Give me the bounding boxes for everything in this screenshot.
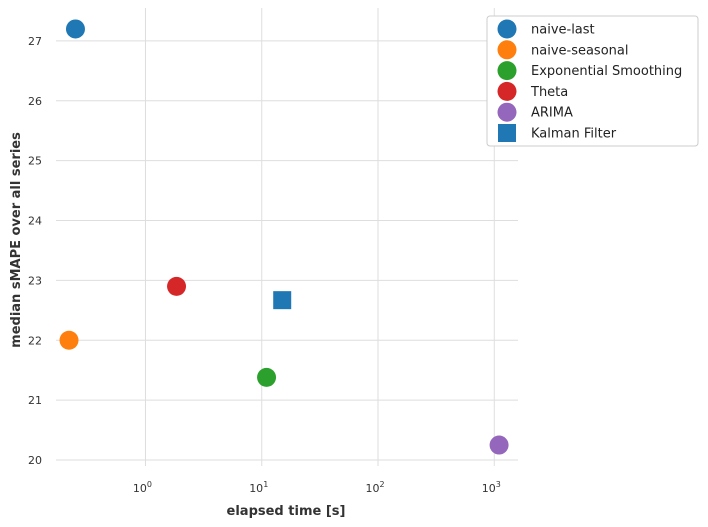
legend-marker-circle bbox=[497, 81, 517, 101]
legend-marker-circle bbox=[497, 61, 517, 81]
y-axis-ticks: 20 21 22 23 24 25 26 27 bbox=[28, 35, 42, 467]
point-naive-last bbox=[65, 19, 85, 39]
legend-marker-circle bbox=[497, 102, 517, 122]
y-tick-label: 27 bbox=[28, 35, 42, 48]
point-arima bbox=[489, 435, 509, 455]
legend-marker-square bbox=[498, 124, 516, 142]
grid-lines bbox=[56, 8, 518, 466]
y-tick-label: 25 bbox=[28, 155, 42, 168]
x-axis-label: elapsed time [s] bbox=[227, 504, 346, 519]
legend-marker-circle bbox=[497, 40, 517, 60]
point-kalman-filter bbox=[273, 291, 292, 310]
point-naive-seasonal bbox=[59, 330, 79, 350]
point-theta bbox=[167, 276, 187, 296]
x-tick-label: 100 bbox=[133, 480, 152, 495]
legend-label: Kalman Filter bbox=[531, 127, 617, 142]
legend-label: naive-last bbox=[531, 23, 595, 38]
data-points bbox=[59, 19, 509, 455]
legend-label: ARIMA bbox=[531, 106, 573, 121]
legend-label: Exponential Smoothing bbox=[531, 64, 682, 79]
legend-box bbox=[486, 15, 699, 147]
legend: naive-last naive-seasonal Exponential Smoo… bbox=[486, 15, 699, 147]
y-tick-label: 20 bbox=[28, 454, 42, 467]
legend-label: naive-seasonal bbox=[531, 43, 628, 58]
y-tick-label: 23 bbox=[28, 274, 42, 287]
x-tick-label: 101 bbox=[249, 480, 268, 495]
y-tick-label: 26 bbox=[28, 95, 42, 108]
x-tick-label: 103 bbox=[482, 480, 501, 495]
legend-label: Theta bbox=[530, 85, 568, 100]
y-axis-label: median sMAPE over all series bbox=[9, 132, 24, 348]
x-tick-label: 102 bbox=[365, 480, 384, 495]
point-exponential-smoothing bbox=[257, 367, 277, 387]
y-tick-label: 21 bbox=[28, 394, 42, 407]
x-axis-ticks: 100 101 102 103 bbox=[133, 480, 501, 495]
legend-marker-circle bbox=[497, 19, 517, 39]
y-tick-label: 22 bbox=[28, 334, 42, 347]
y-tick-label: 24 bbox=[28, 215, 42, 228]
